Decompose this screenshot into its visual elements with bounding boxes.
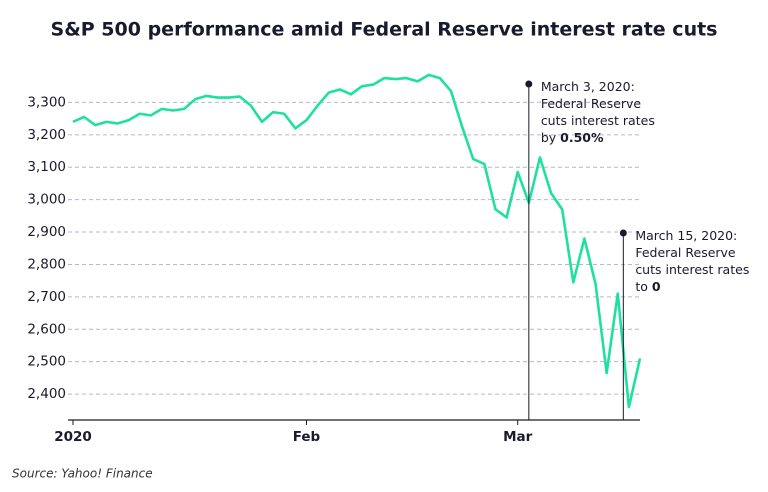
annotation-text: to 0: [635, 279, 661, 294]
annotation-text: March 15, 2020:: [635, 228, 737, 243]
y-tick-label: 3,200: [27, 127, 66, 143]
y-tick-label: 2,400: [27, 386, 66, 402]
annotation-line-text: Federal Reserve: [635, 245, 736, 260]
annotation-dot: [525, 80, 533, 88]
annotation-text: Federal Reserve: [541, 96, 642, 111]
x-tick-label: Mar: [503, 429, 533, 445]
annotation-text: cuts interest rates: [635, 262, 749, 277]
y-tick-label: 2,900: [27, 224, 66, 240]
annotation-bold: 0: [652, 279, 661, 294]
annotation-text: by 0.50%: [541, 130, 604, 145]
annotation-line-text: to: [635, 279, 648, 294]
annotation-line-text: cuts interest rates: [541, 113, 655, 128]
x-tick-label: Feb: [293, 429, 321, 445]
annotation-line-text: by: [541, 130, 557, 145]
y-tick-label: 3,000: [27, 192, 66, 208]
x-tick-label: 2020: [54, 429, 92, 445]
annotation-bold: 0.50%: [560, 130, 604, 145]
y-tick-label: 3,100: [27, 159, 66, 175]
annotation-line-text: March 3, 2020:: [541, 79, 635, 94]
line-series: [72, 73, 642, 409]
annotation-dot: [619, 229, 627, 237]
y-tick-label: 2,600: [27, 321, 66, 337]
annotation-line-text: March 15, 2020:: [635, 228, 737, 243]
annotation-text: Federal Reserve: [635, 245, 736, 260]
annotation-text: cuts interest rates: [541, 113, 655, 128]
y-tick-label: 2,500: [27, 354, 66, 370]
annotation-text: March 3, 2020:: [541, 79, 635, 94]
source: Source: Yahoo! Finance: [12, 467, 153, 481]
annotation-line-text: cuts interest rates: [635, 262, 749, 277]
y-tick-label: 2,800: [27, 256, 66, 272]
annotation-line-text: Federal Reserve: [541, 96, 642, 111]
chart-title: S&P 500 performance amid Federal Reserve…: [51, 19, 718, 41]
y-tick-label: 2,700: [27, 289, 66, 305]
y-tick-label: 3,300: [27, 94, 66, 110]
